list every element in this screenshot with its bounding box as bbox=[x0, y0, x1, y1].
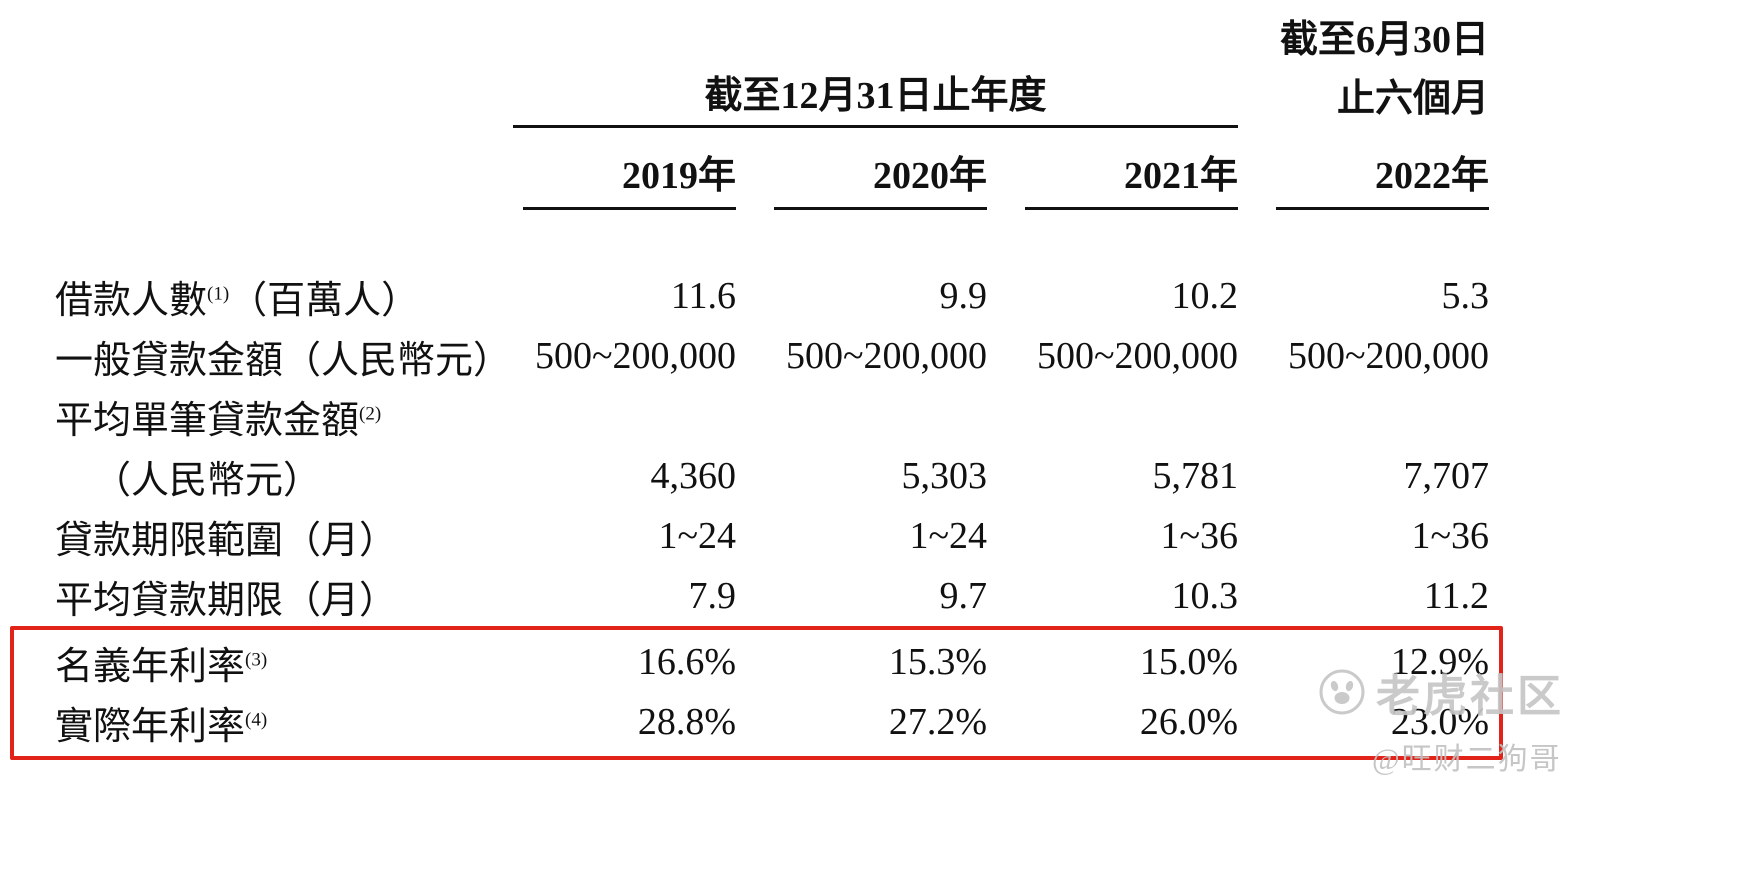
table-row-avg-ticket-values: （人民幣元） 4,360 5,303 5,781 7,707 bbox=[55, 446, 1489, 506]
row-label: 實際年利率(4) bbox=[55, 695, 485, 750]
row-label: 名義年利率(3) bbox=[55, 635, 485, 690]
interim-period-line2: 止六個月 bbox=[1336, 78, 1489, 120]
row-label-text: 借款人數 bbox=[55, 279, 208, 322]
row-label-suffix: （百萬人） bbox=[229, 279, 420, 322]
cell-2021: 10.2 bbox=[1171, 275, 1239, 317]
row-label-text: 平均貸款期限（月） bbox=[55, 579, 398, 622]
annual-period-title: 截至12月31日止年度 bbox=[513, 64, 1238, 128]
row-label-text: 一般貸款金額（人民幣元） bbox=[55, 339, 512, 382]
row-label: 平均貸款期限（月） bbox=[55, 569, 485, 624]
year-header-2021: 2021年 bbox=[1025, 144, 1238, 210]
year-header-row: 2019年 2020年 2021年 2022年 bbox=[55, 144, 1489, 210]
table-row-nominal-apr: 名義年利率(3) 16.6% 15.3% 15.0% 12.9% bbox=[55, 632, 1489, 692]
cell-2021: 500~200,000 bbox=[1036, 335, 1238, 377]
table-row-avg-ticket-title: 平均單筆貸款金額(2) bbox=[55, 386, 1489, 446]
highlight-box: 名義年利率(3) 16.6% 15.3% 15.0% 12.9% 實際年利率(4… bbox=[10, 626, 1503, 760]
cell-2022: 23.0% bbox=[1390, 701, 1489, 743]
cell-2020: 1~24 bbox=[909, 515, 987, 557]
row-label-text: 貸款期限範圍（月） bbox=[55, 519, 398, 562]
row-label: 一般貸款金額（人民幣元） bbox=[55, 329, 511, 384]
table-body: 借款人數(1)（百萬人） 11.6 9.9 10.2 5.3 一般貸款金額（人民… bbox=[10, 266, 1503, 760]
row-label: （人民幣元） bbox=[55, 449, 485, 504]
cell-2020: 9.7 bbox=[939, 575, 988, 617]
interim-period-line1: 截至6月30日 bbox=[1279, 19, 1489, 61]
cell-2022: 7,707 bbox=[1403, 455, 1490, 497]
table-row-loan-range: 一般貸款金額（人民幣元） 500~200,000 500~200,000 500… bbox=[55, 326, 1489, 386]
cell-2020: 500~200,000 bbox=[785, 335, 987, 377]
cell-2019: 1~24 bbox=[658, 515, 736, 557]
row-label: 平均單筆貸款金額(2) bbox=[55, 389, 485, 444]
cell-2019: 16.6% bbox=[637, 641, 736, 683]
footnote-marker: (3) bbox=[245, 648, 268, 670]
cell-2021: 1~36 bbox=[1160, 515, 1238, 557]
cell-2019: 28.8% bbox=[637, 701, 736, 743]
cell-2021: 15.0% bbox=[1139, 641, 1238, 683]
row-label: 借款人數(1)（百萬人） bbox=[55, 269, 485, 324]
year-header-2019: 2019年 bbox=[523, 144, 736, 210]
year-header-2022: 2022年 bbox=[1276, 144, 1489, 210]
cell-2020: 9.9 bbox=[939, 275, 988, 317]
cell-2021: 26.0% bbox=[1139, 701, 1238, 743]
row-label-text: 平均單筆貸款金額 bbox=[55, 399, 360, 442]
cell-2019: 11.6 bbox=[670, 275, 736, 317]
cell-2021: 10.3 bbox=[1171, 575, 1239, 617]
footnote-marker: (1) bbox=[207, 282, 230, 304]
year-header-2020: 2020年 bbox=[774, 144, 987, 210]
header-row-2: 截至12月31日止年度 止六個月 bbox=[55, 62, 1489, 128]
table-container: 截至6月30日 截至12月31日止年度 止六個月 2019年 2020年 202… bbox=[10, 0, 1503, 760]
cell-2021: 5,781 bbox=[1152, 455, 1239, 497]
table-row-avg-tenor: 平均貸款期限（月） 7.9 9.7 10.3 11.2 bbox=[55, 566, 1489, 626]
row-label: 貸款期限範圍（月） bbox=[55, 509, 485, 564]
table-row-effective-apr: 實際年利率(4) 28.8% 27.2% 26.0% 23.0% bbox=[55, 692, 1489, 752]
cell-2019: 7.9 bbox=[688, 575, 737, 617]
footnote-marker: (4) bbox=[245, 708, 268, 730]
cell-2019: 4,360 bbox=[650, 455, 737, 497]
header-row-1: 截至6月30日 bbox=[55, 8, 1489, 62]
cell-2020: 15.3% bbox=[888, 641, 987, 683]
table-row-borrowers: 借款人數(1)（百萬人） 11.6 9.9 10.2 5.3 bbox=[55, 266, 1489, 326]
cell-2022: 12.9% bbox=[1390, 641, 1489, 683]
cell-2022: 500~200,000 bbox=[1287, 335, 1489, 377]
row-label-text: 實際年利率 bbox=[55, 705, 246, 748]
cell-2022: 1~36 bbox=[1411, 515, 1489, 557]
footnote-marker: (2) bbox=[359, 402, 382, 424]
table-row-tenor-range: 貸款期限範圍（月） 1~24 1~24 1~36 1~36 bbox=[55, 506, 1489, 566]
cell-2020: 27.2% bbox=[888, 701, 987, 743]
cell-2020: 5,303 bbox=[901, 455, 988, 497]
row-label-text: 名義年利率 bbox=[55, 645, 246, 688]
cell-2019: 500~200,000 bbox=[534, 335, 736, 377]
cell-2022: 11.2 bbox=[1423, 575, 1489, 617]
cell-2022: 5.3 bbox=[1441, 275, 1490, 317]
row-label-text: （人民幣元） bbox=[93, 459, 322, 502]
